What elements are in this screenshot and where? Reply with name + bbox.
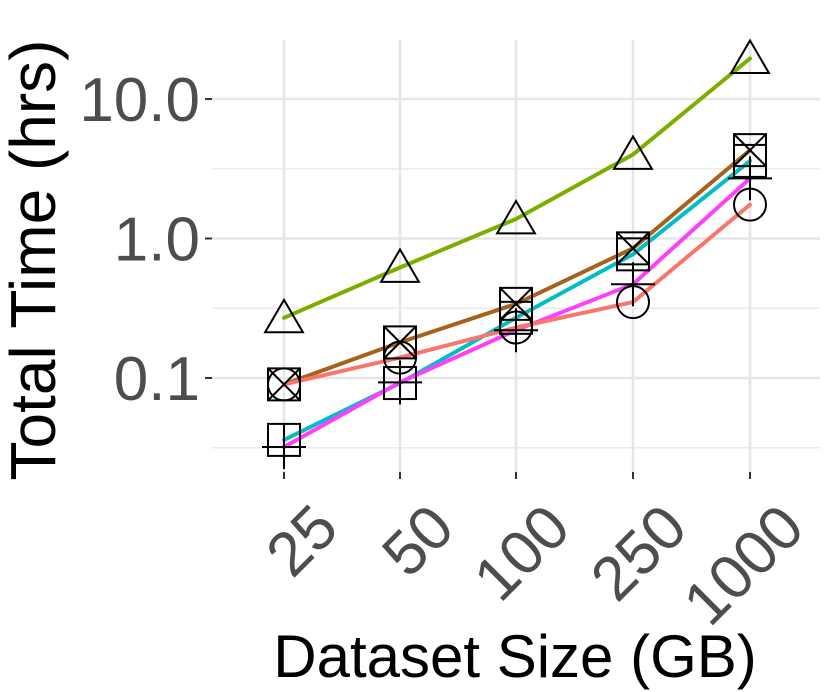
series-markers — [262, 38, 772, 470]
y-tick-label: 0.1 — [114, 345, 200, 414]
series-3-point-0 — [262, 425, 306, 470]
x-tick-label: 25 — [253, 492, 351, 590]
series-0-point-2 — [495, 199, 537, 235]
series-0-point-1 — [379, 247, 421, 283]
series-3-point-3 — [611, 262, 655, 307]
x-axis-title: Dataset Size (GB) — [273, 623, 757, 690]
y-tick-label: 1.0 — [114, 206, 200, 275]
series-0-point-4 — [729, 38, 771, 74]
y-axis-title: Total Time (hrs) — [0, 40, 69, 481]
series-3-point-1 — [378, 360, 422, 405]
grid — [212, 40, 820, 472]
series-4-point-3 — [616, 285, 650, 320]
series-0-point-0 — [263, 297, 305, 334]
x-tick-label: 1000 — [671, 492, 817, 638]
series-4-point-1 — [383, 340, 417, 375]
series-3-point-4 — [728, 156, 772, 201]
series-3-point-2 — [494, 308, 538, 353]
series-4-point-0 — [267, 367, 301, 402]
x-tick-label: 100 — [461, 492, 583, 614]
series-0-point-3 — [612, 134, 654, 170]
x-tick-label: 50 — [369, 492, 467, 590]
series-4-point-4 — [733, 187, 767, 222]
series-4-point-2 — [499, 310, 533, 345]
y-tick-label: 10.0 — [79, 66, 200, 135]
series-line-0 — [282, 56, 752, 320]
